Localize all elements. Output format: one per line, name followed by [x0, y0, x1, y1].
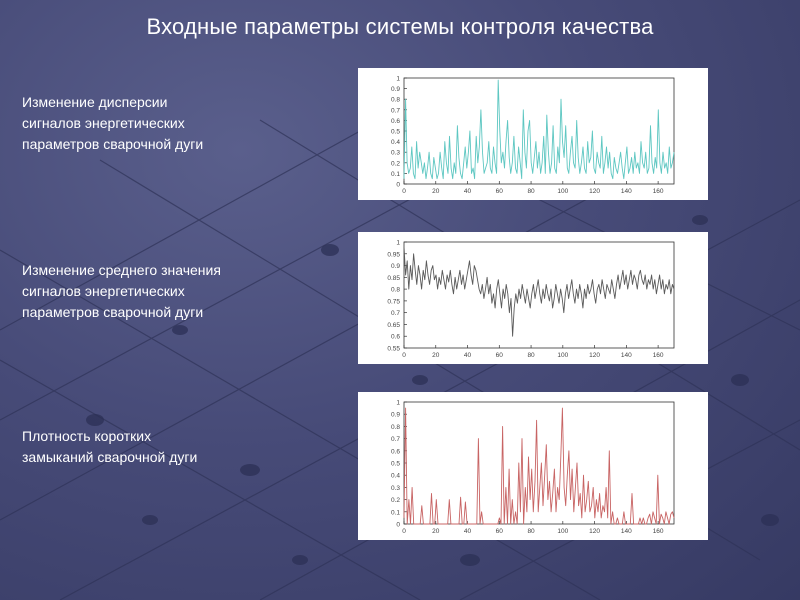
x-tick-label: 100: [557, 352, 568, 359]
short-circuit-chart: 0 0.1 0.2 0.3 0.4 0.5 0.6 0.7 0.8 0.9 1 0 20 40 60 80 10…: [391, 400, 675, 535]
y-tick-label: 0.9: [391, 263, 400, 270]
x-tick-label: 100: [557, 528, 568, 535]
x-tick-label: 140: [621, 528, 632, 535]
x-tick-label: 120: [589, 188, 600, 195]
y-tick-label: 0.4: [391, 473, 400, 480]
y-tick-label: 0.6: [391, 118, 400, 125]
y-tick-label: 0.9: [391, 412, 400, 419]
row-label-line: замыканий сварочной дуги: [22, 449, 198, 465]
y-tick-label: 0.7: [391, 107, 400, 114]
x-tick-label: 60: [496, 528, 504, 535]
row-label-line: Изменение дисперсии: [22, 94, 168, 110]
row-label-variance: Изменение дисперсии сигналов энергетичес…: [22, 92, 322, 155]
y-tick-label: 0.8: [391, 424, 400, 431]
x-tick-label: 20: [432, 528, 440, 535]
y-tick-label: 0.7: [391, 310, 400, 317]
y-tick-label: 0.7: [391, 436, 400, 443]
x-tick-label: 80: [527, 528, 535, 535]
x-tick-label: 40: [464, 528, 472, 535]
x-tick-label: 140: [621, 352, 632, 359]
y-tick-label: 0.5: [391, 461, 400, 468]
x-tick-label: 80: [527, 188, 535, 195]
x-tick-label: 0: [402, 188, 406, 195]
y-tick-label: 0.8: [391, 287, 400, 294]
y-tick-label: 0.5: [391, 129, 400, 136]
plot-frame: [403, 241, 675, 349]
x-tick-label: 120: [589, 352, 600, 359]
x-tick-label: 0: [402, 528, 406, 535]
x-tick-label: 160: [653, 188, 664, 195]
row-label-line: сигналов энергетических: [22, 283, 185, 299]
x-tick-label: 60: [496, 188, 504, 195]
row-label-line: параметров сварочной дуги: [22, 304, 204, 320]
chart-panel-short-circuit: 0 0.1 0.2 0.3 0.4 0.5 0.6 0.7 0.8 0.9 1 0 20 40 60 80 10…: [358, 392, 708, 540]
y-tick-label: 0.3: [391, 150, 400, 157]
variance-chart: 0 0.1 0.2 0.3 0.4 0.5 0.6 0.7 0.8 0.9 1 0 20 40 60 80 10…: [391, 76, 675, 195]
x-tick-label: 20: [432, 188, 440, 195]
slide-title: Входные параметры системы контроля качес…: [146, 14, 654, 39]
y-tick-label: 0.65: [387, 322, 400, 329]
row-label-line: параметров сварочной дуги: [22, 136, 204, 152]
y-tick-label: 0.75: [387, 298, 400, 305]
row-label-line: Плотность коротких: [22, 428, 152, 444]
row-label-mean: Изменение среднего значения сигналов эне…: [22, 260, 322, 323]
y-tick-label: 0: [396, 522, 400, 529]
series-line: [403, 79, 675, 180]
x-tick-label: 40: [464, 188, 472, 195]
y-tick-label: 0.3: [391, 485, 400, 492]
mean-chart: 0.55 0.6 0.65 0.7 0.75 0.8 0.85 0.9 0.95 1 0 20 40 60…: [387, 240, 675, 359]
y-tick-label: 0.1: [391, 171, 400, 178]
x-tick-label: 20: [432, 352, 440, 359]
y-tick-label: 0: [396, 182, 400, 189]
y-tick-label: 0.9: [391, 86, 400, 93]
y-tick-label: 0.85: [387, 275, 400, 282]
y-tick-label: 0.4: [391, 139, 400, 146]
y-tick-label: 0.2: [391, 160, 400, 167]
row-label-short-circuit: Плотность коротких замыканий сварочной д…: [22, 426, 322, 468]
y-tick-label: 0.6: [391, 334, 400, 341]
series-line: [403, 246, 675, 337]
row-label-line: сигналов энергетических: [22, 115, 185, 131]
y-tick-label: 0.2: [391, 497, 400, 504]
chart-panel-variance: 0 0.1 0.2 0.3 0.4 0.5 0.6 0.7 0.8 0.9 1 0 20 40 60 80 10…: [358, 68, 708, 200]
y-tick-label: 1: [396, 240, 400, 247]
x-tick-label: 140: [621, 188, 632, 195]
x-tick-label: 80: [527, 352, 535, 359]
y-tick-label: 0.95: [387, 251, 400, 258]
y-tick-label: 0.55: [387, 346, 400, 353]
y-tick-label: 0.6: [391, 448, 400, 455]
x-tick-label: 120: [589, 528, 600, 535]
y-tick-label: 1: [396, 76, 400, 83]
row-label-line: Изменение среднего значения: [22, 262, 221, 278]
x-tick-label: 40: [464, 352, 472, 359]
y-tick-label: 0.1: [391, 509, 400, 516]
y-tick-label: 0.8: [391, 97, 400, 104]
y-tick-label: 1: [396, 400, 400, 407]
series-line: [403, 407, 675, 525]
chart-panel-mean: 0.55 0.6 0.65 0.7 0.75 0.8 0.85 0.9 0.95 1 0 20 40 60…: [358, 232, 708, 364]
x-tick-label: 160: [653, 528, 664, 535]
x-tick-label: 160: [653, 352, 664, 359]
x-tick-label: 100: [557, 188, 568, 195]
x-tick-label: 60: [496, 352, 504, 359]
x-tick-label: 0: [402, 352, 406, 359]
